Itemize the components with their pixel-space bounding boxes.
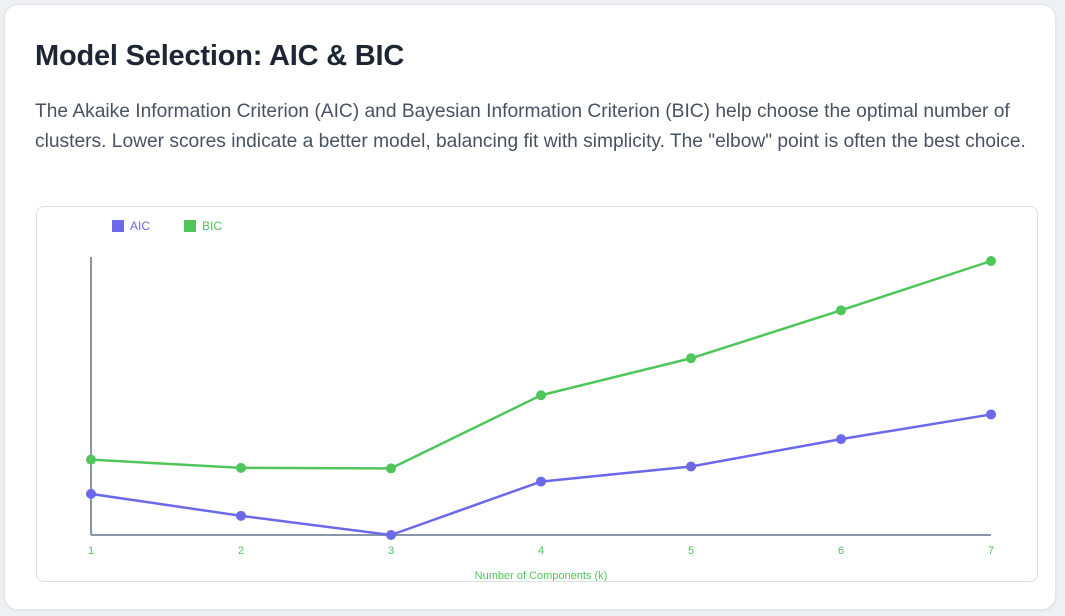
legend-label-aic: AIC	[130, 219, 151, 233]
legend-item-aic[interactable]: AIC	[112, 219, 150, 233]
x-tick-label: 4	[538, 545, 544, 557]
legend-swatch-aic	[112, 220, 124, 232]
data-point-aic	[836, 434, 846, 445]
data-point-aic	[386, 530, 396, 540]
x-tick-label: 1	[88, 545, 94, 557]
data-point-bic	[86, 454, 96, 465]
x-tick-label: 2	[238, 545, 244, 557]
series-line-aic	[90, 413, 992, 537]
x-axis-title: Number of Components (k)	[475, 570, 608, 581]
data-point-bic	[986, 256, 996, 266]
data-point-bic	[686, 353, 696, 364]
legend-label-bic: BIC	[202, 219, 223, 233]
legend-swatch-bic	[184, 220, 197, 232]
data-point-bic	[386, 463, 396, 474]
x-tick-label: 3	[388, 545, 394, 557]
x-tick-label: 7	[988, 545, 994, 557]
x-tick-label: 6	[838, 545, 844, 557]
card-description: The Akaike Information Criterion (AIC) a…	[35, 101, 1026, 152]
data-point-bic	[236, 462, 246, 473]
data-point-aic	[986, 409, 996, 420]
data-point-aic	[536, 476, 546, 487]
line-chart: 1 2 3 4 5 6 7 Number of Components (k)	[86, 256, 996, 581]
data-point-aic	[236, 510, 246, 521]
legend-item-bic[interactable]: BIC	[184, 219, 222, 233]
x-tick-label: 5	[688, 545, 694, 557]
data-point-aic	[686, 461, 696, 472]
card-title: Model Selection: AIC & BIC	[35, 40, 405, 72]
data-point-bic	[536, 390, 546, 401]
data-point-aic	[86, 488, 96, 499]
chart-container: AIC BIC 1 2 3 4 5 6 7 Number of Components (k)	[36, 206, 1038, 582]
model-selection-card: Model Selection: AIC & BIC The Akaike In…	[4, 4, 1056, 610]
data-point-bic	[836, 305, 846, 316]
chart-legend: AIC BIC	[112, 219, 222, 233]
